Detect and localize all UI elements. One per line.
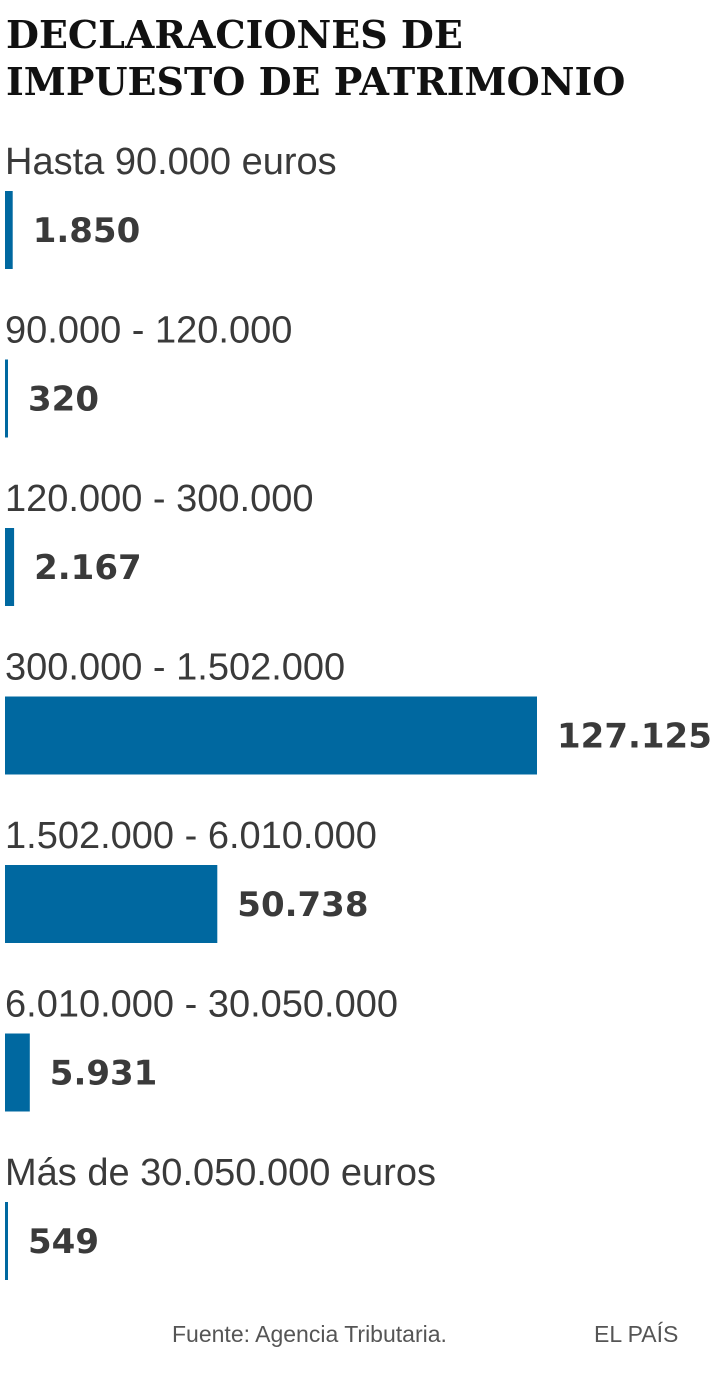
category-label: 300.000 - 1.502.000 [5,647,345,689]
credit-label: EL PAÍS [594,1321,678,1347]
value-label: 50.738 [237,885,368,925]
value-label: 127.125 [557,717,712,757]
category-label: 90.000 - 120.000 [5,310,292,352]
value-label: 5.931 [50,1054,158,1094]
value-label: 1.850 [33,211,141,251]
chart-title-line-2: IMPUESTO DE PATRIMONIO [6,59,625,104]
bar [5,191,13,269]
bar [5,359,8,438]
category-label: 1.502.000 - 6.010.000 [5,815,377,857]
category-label: Más de 30.050.000 euros [5,1152,436,1194]
category-label: 6.010.000 - 30.050.000 [5,984,398,1026]
value-label: 2.167 [34,548,142,588]
value-label: 320 [28,380,99,420]
bar [5,696,537,775]
bar [5,1202,8,1280]
category-label: Hasta 90.000 euros [5,141,337,183]
value-label: 549 [28,1222,99,1262]
bar [5,1033,30,1112]
bar [5,865,218,943]
bar [5,528,15,606]
source-note: Fuente: Agencia Tributaria. [172,1321,447,1347]
chart-title-line-1: DECLARACIONES DE [6,12,463,57]
category-label: 120.000 - 300.000 [5,478,314,520]
bars-group: Hasta 90.000 euros 1.850 90.000 - 120.000 3… [5,141,712,1280]
